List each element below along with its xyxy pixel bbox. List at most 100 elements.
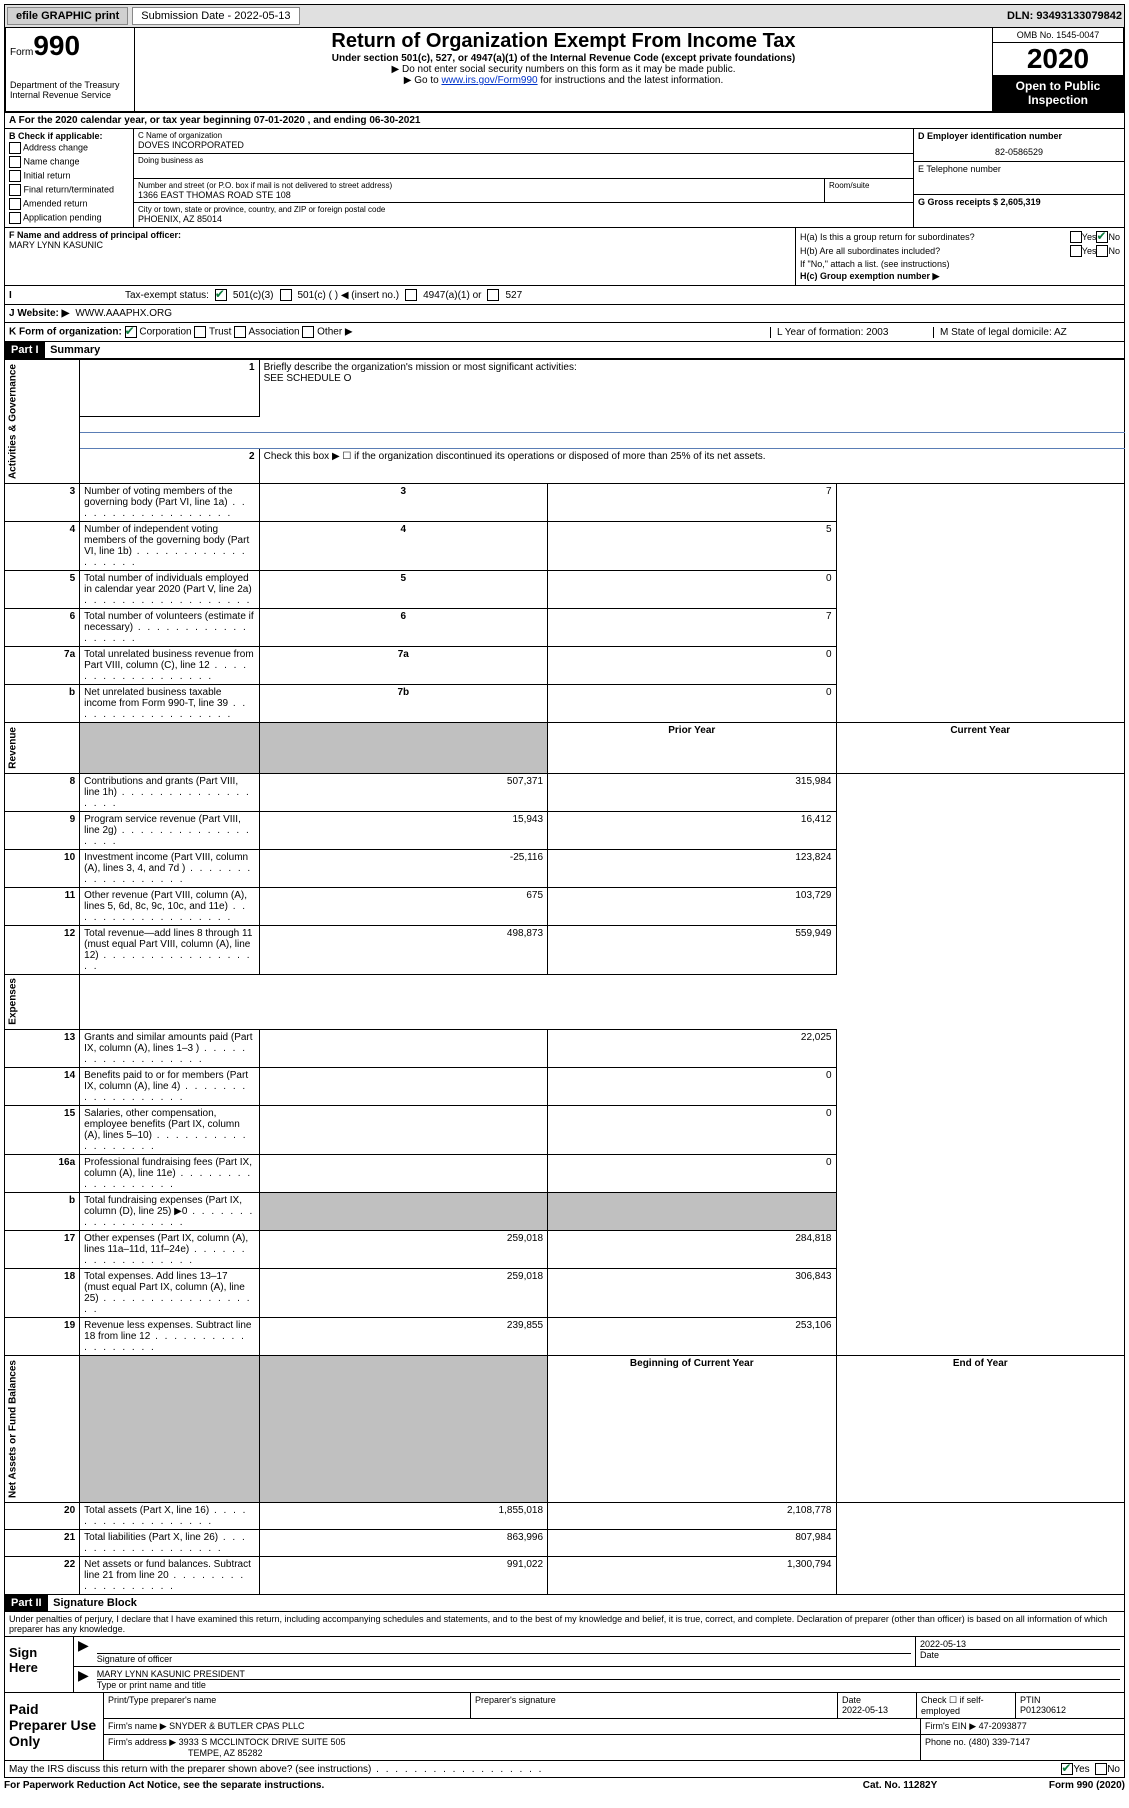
chk-4947[interactable] xyxy=(405,289,417,301)
line-num: 11 xyxy=(5,887,80,925)
q1-label: Briefly describe the organization's miss… xyxy=(264,362,577,373)
room-label: Room/suite xyxy=(829,181,909,190)
chk-initial-return[interactable] xyxy=(9,170,21,182)
vlabel-exp: Expenses xyxy=(5,974,80,1030)
submission-date: Submission Date - 2022-05-13 xyxy=(132,7,299,25)
gross-receipts: G Gross receipts $ 2,605,319 xyxy=(918,197,1041,207)
discuss-row: May the IRS discuss this return with the… xyxy=(4,1761,1125,1778)
line-num: 8 xyxy=(5,773,80,811)
discuss-yes[interactable] xyxy=(1061,1763,1073,1775)
py-val: -25,116 xyxy=(259,849,547,887)
chk-501c3[interactable] xyxy=(215,289,227,301)
firm-addr2: TEMPE, AZ 85282 xyxy=(188,1748,263,1758)
hb-yes[interactable] xyxy=(1070,245,1082,257)
line-num: 20 xyxy=(5,1503,80,1530)
officer-label: F Name and address of principal officer: xyxy=(9,230,181,240)
form-subtitle: Under section 501(c), 527, or 4947(a)(1)… xyxy=(141,53,986,64)
prep-date-label: Date xyxy=(842,1695,861,1705)
chk-501c[interactable] xyxy=(280,289,292,301)
line-text: Total assets (Part X, line 16) xyxy=(80,1503,259,1530)
chk-other[interactable] xyxy=(302,326,314,338)
org-name: DOVES INCORPORATED xyxy=(138,140,909,150)
py-header: Prior Year xyxy=(548,723,836,774)
lbl-other: Other ▶ xyxy=(317,327,352,338)
line-num: 13 xyxy=(5,1030,80,1068)
py-val: 239,855 xyxy=(259,1318,547,1356)
footer-left: For Paperwork Reduction Act Notice, see … xyxy=(4,1780,825,1791)
chk-app-pending[interactable] xyxy=(9,212,21,224)
sig-date-val: 2022-05-13 xyxy=(920,1639,1120,1649)
hb-note: If "No," attach a list. (see instruction… xyxy=(800,259,1120,269)
dba-label: Doing business as xyxy=(138,156,909,165)
part1-title: Summary xyxy=(50,344,100,356)
lbl-527: 527 xyxy=(505,290,522,301)
cy-val: 807,984 xyxy=(548,1530,836,1557)
py-val xyxy=(259,1193,547,1231)
tax-year: 2020 xyxy=(993,43,1123,75)
cy-val: 16,412 xyxy=(548,811,836,849)
line-val: 0 xyxy=(548,571,836,609)
street: 1366 EAST THOMAS ROAD STE 108 xyxy=(138,190,820,200)
chk-amended[interactable] xyxy=(9,198,21,210)
vlabel-net: Net Assets or Fund Balances xyxy=(5,1356,80,1503)
form-label: Form xyxy=(10,47,33,58)
line1-num: 1 xyxy=(80,360,259,417)
ha-yes[interactable] xyxy=(1070,231,1082,243)
line-text: Benefits paid to or for members (Part IX… xyxy=(80,1068,259,1106)
chk-527[interactable] xyxy=(487,289,499,301)
cy-val: 0 xyxy=(548,1068,836,1106)
line-num: 3 xyxy=(5,484,80,522)
ptin-label: PTIN xyxy=(1020,1695,1041,1705)
instructions-link[interactable]: www.irs.gov/Form990 xyxy=(441,75,537,86)
chk-address-change[interactable] xyxy=(9,142,21,154)
blank-line xyxy=(80,433,1125,449)
hb-no[interactable] xyxy=(1096,245,1108,257)
chk-name-change[interactable] xyxy=(9,156,21,168)
chk-assoc[interactable] xyxy=(234,326,246,338)
line-num: 15 xyxy=(5,1106,80,1155)
col-b-header: B Check if applicable: xyxy=(9,131,103,141)
line-num: 19 xyxy=(5,1318,80,1356)
net-spacer2 xyxy=(259,1356,547,1503)
discuss-no[interactable] xyxy=(1095,1763,1107,1775)
line-text: Total liabilities (Part X, line 26) xyxy=(80,1530,259,1557)
website-label: J Website: ▶ xyxy=(9,308,69,319)
section-fh: F Name and address of principal officer:… xyxy=(4,228,1125,286)
chk-trust[interactable] xyxy=(194,326,206,338)
tax-i-label: I xyxy=(9,290,119,301)
py-val xyxy=(259,1068,547,1106)
line-text: Grants and similar amounts paid (Part IX… xyxy=(80,1030,259,1068)
lbl-corp: Corporation xyxy=(139,327,191,338)
chk-corp[interactable] xyxy=(125,326,137,338)
line-num: 17 xyxy=(5,1231,80,1269)
ha-no[interactable] xyxy=(1096,231,1108,243)
firm-name: SNYDER & BUTLER CPAS PLLC xyxy=(169,1721,304,1731)
py-val: 863,996 xyxy=(259,1530,547,1557)
discuss-label: May the IRS discuss this return with the… xyxy=(9,1764,1061,1775)
line-val: 7 xyxy=(548,484,836,522)
py-val xyxy=(259,1030,547,1068)
row-a-period: A For the 2020 calendar year, or tax yea… xyxy=(4,113,1125,129)
summary-table: Activities & Governance 1 Briefly descri… xyxy=(4,359,1125,1595)
section-bcd: B Check if applicable: Address change Na… xyxy=(4,129,1125,228)
line-text: Other revenue (Part VIII, column (A), li… xyxy=(80,887,259,925)
py-val: 675 xyxy=(259,887,547,925)
efile-button[interactable]: efile GRAPHIC print xyxy=(7,7,128,25)
line-num: 4 xyxy=(5,522,80,571)
lbl-name-change: Name change xyxy=(24,156,80,166)
line-num: 7a xyxy=(5,647,80,685)
line-key: 7a xyxy=(259,647,547,685)
col-b: B Check if applicable: Address change Na… xyxy=(5,129,134,227)
part1-bar: Part I Summary xyxy=(4,342,1125,359)
cy-val: 0 xyxy=(548,1155,836,1193)
line-num: 10 xyxy=(5,849,80,887)
form-number: 990 xyxy=(33,30,80,61)
ha-label: H(a) Is this a group return for subordin… xyxy=(800,232,1070,242)
line-key: 3 xyxy=(259,484,547,522)
chk-final-return[interactable] xyxy=(9,184,21,196)
part1-header: Part I xyxy=(5,342,45,358)
firm-ein-label: Firm's EIN ▶ xyxy=(925,1721,976,1731)
form-note-2: ▶ Go to www.irs.gov/Form990 for instruct… xyxy=(141,75,986,86)
website-row: J Website: ▶ WWW.AAAPHX.ORG xyxy=(4,305,1125,323)
cy-val: 253,106 xyxy=(548,1318,836,1356)
